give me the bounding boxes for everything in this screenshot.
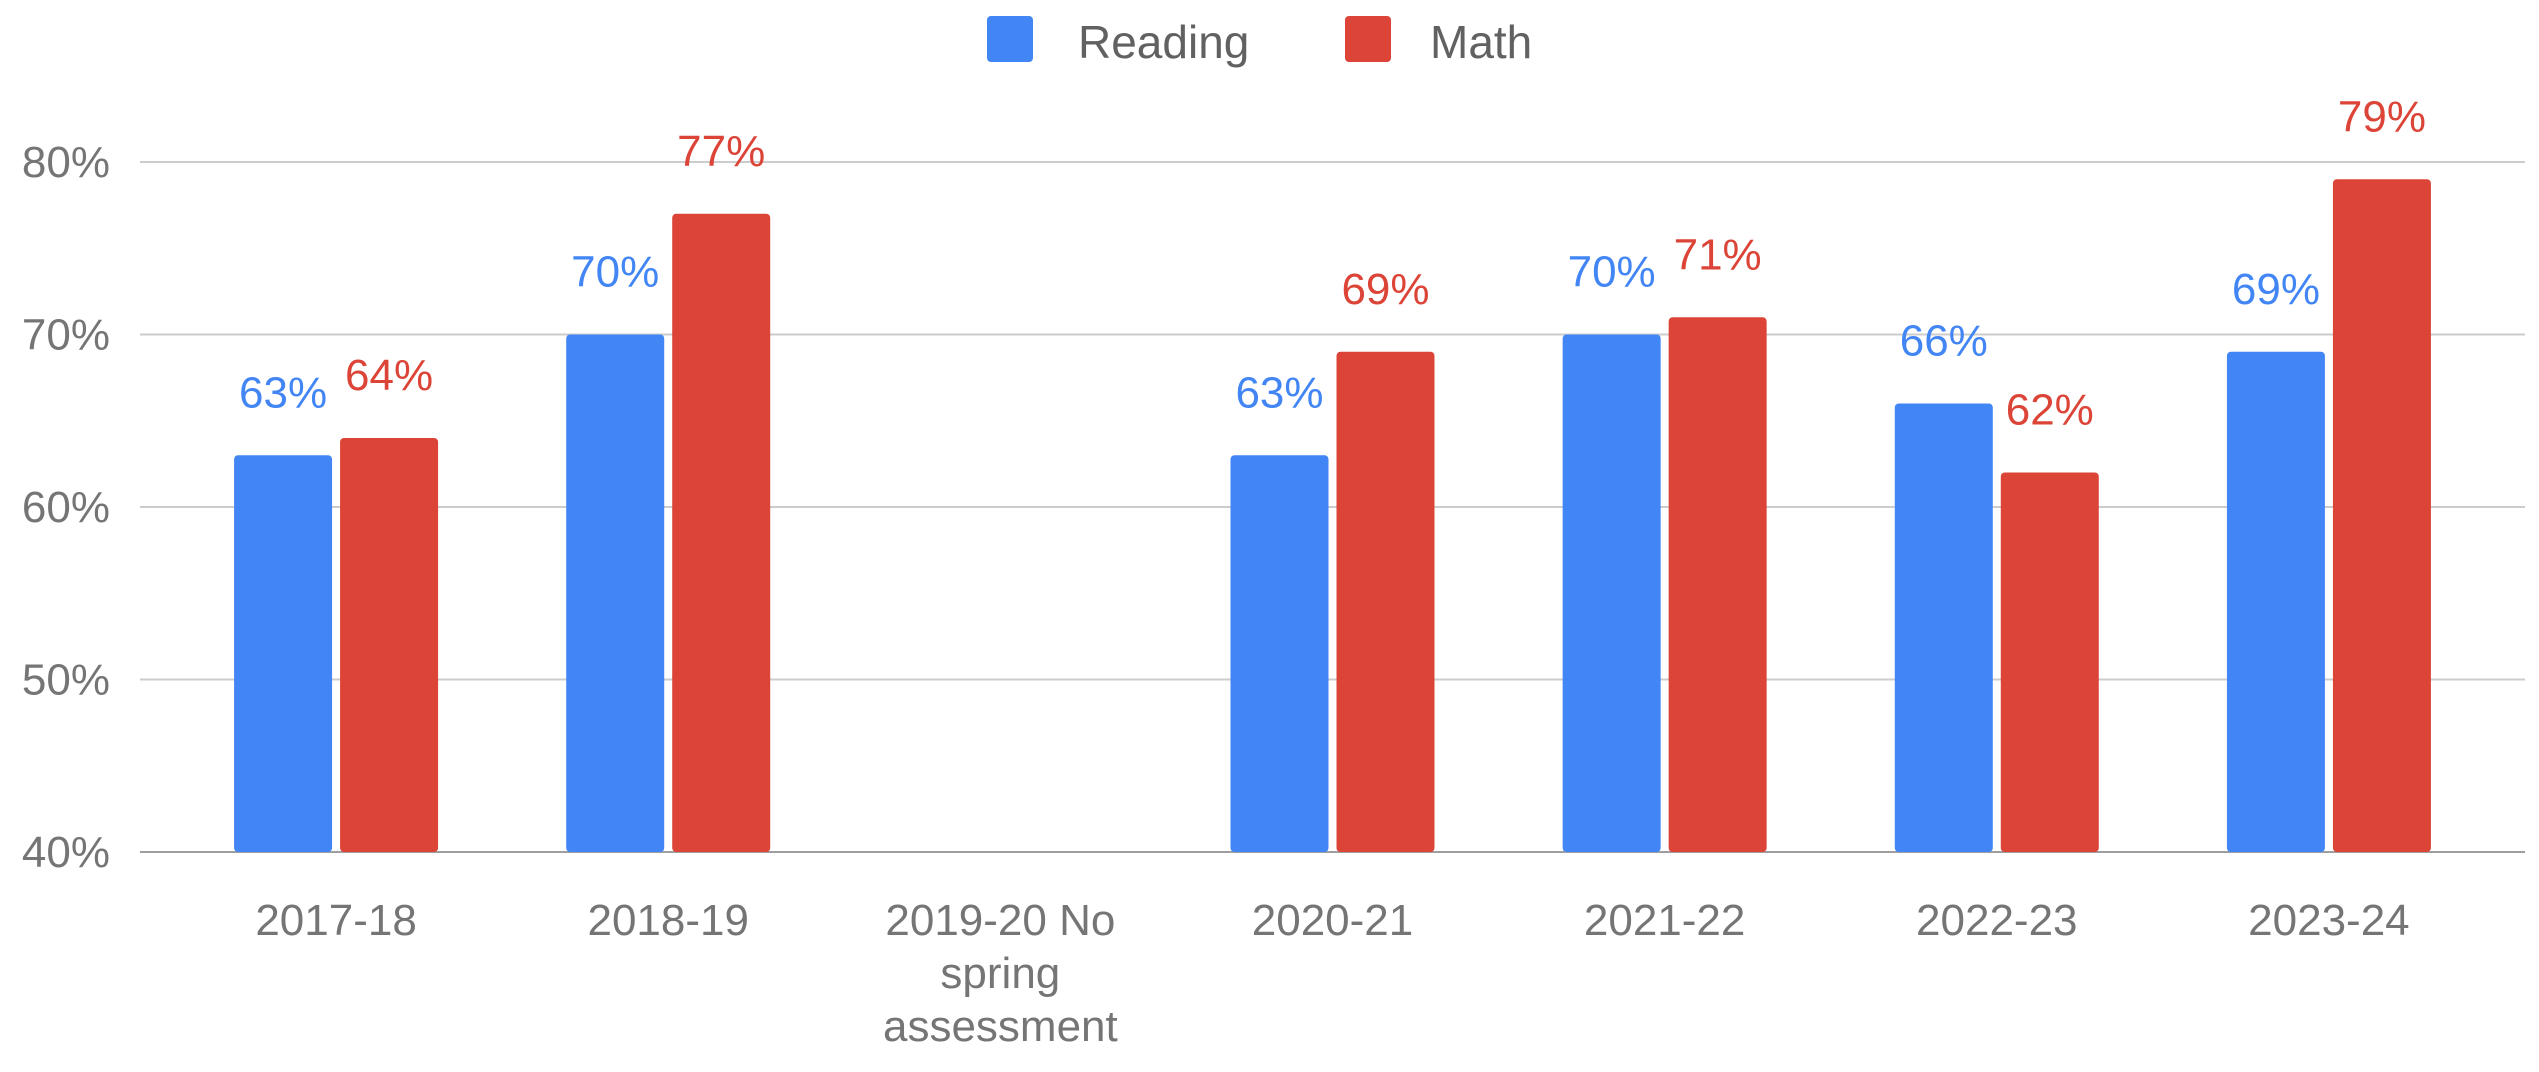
bar-math [2000, 472, 2099, 852]
x-tick-label: spring [940, 949, 1060, 998]
y-tick-label: 50% [22, 656, 110, 705]
bar-math [1668, 317, 1767, 852]
bar-math [672, 213, 771, 852]
legend: Reading Math [987, 16, 1532, 68]
x-tick-label: 2017-18 [255, 896, 416, 945]
data-label-math: 79% [2338, 92, 2426, 141]
gridlines [140, 161, 2525, 853]
bars [234, 179, 2431, 852]
bar-reading [2226, 351, 2325, 852]
data-label-math: 64% [345, 351, 433, 400]
x-tick-label: 2022-23 [1916, 896, 2077, 945]
legend-swatch-reading [987, 16, 1033, 62]
x-tick-label: 2018-19 [587, 896, 748, 945]
x-tick-label: 2020-21 [1252, 896, 1413, 945]
data-label-reading: 69% [2232, 265, 2320, 314]
data-label-math: 77% [677, 127, 765, 176]
data-label-math: 71% [1674, 230, 1762, 279]
bar-reading [234, 455, 333, 852]
data-label-math: 69% [1341, 265, 1429, 314]
data-label-reading: 63% [239, 368, 327, 417]
bar-reading [1562, 334, 1661, 852]
data-label-reading: 70% [1568, 248, 1656, 297]
data-label-math: 62% [2006, 386, 2094, 435]
data-label-reading: 63% [1235, 368, 1323, 417]
x-tick-label: 2019-20 No [885, 896, 1115, 945]
y-tick-label: 40% [22, 828, 110, 877]
y-axis: 40% 50% 60% 70% 80% [22, 138, 110, 877]
y-tick-label: 70% [22, 311, 110, 360]
data-label-reading: 66% [1900, 317, 1988, 366]
bar-reading [566, 334, 665, 852]
x-axis: 2017-18 2018-19 2019-20 Nospringassessment… [255, 896, 2409, 1051]
bar-reading [1230, 455, 1329, 852]
x-tick-label: 2021-22 [1584, 896, 1745, 945]
y-tick-label: 80% [22, 138, 110, 187]
bar-reading [1894, 403, 1993, 852]
legend-label-math: Math [1430, 16, 1532, 68]
x-tick-label: assessment [883, 1002, 1118, 1051]
bar-math [1336, 351, 1435, 852]
y-tick-label: 60% [22, 483, 110, 532]
x-tick-label: 2023-24 [2248, 896, 2409, 945]
bar-math [340, 438, 439, 852]
bar-math [2332, 179, 2431, 852]
data-labels: 63% 64% 70% 77% 63% 69% 70% 71% 66% 62% 69% 79% [239, 92, 2426, 434]
legend-swatch-math [1345, 16, 1391, 62]
legend-label-reading: Reading [1078, 16, 1249, 68]
data-label-reading: 70% [571, 248, 659, 297]
